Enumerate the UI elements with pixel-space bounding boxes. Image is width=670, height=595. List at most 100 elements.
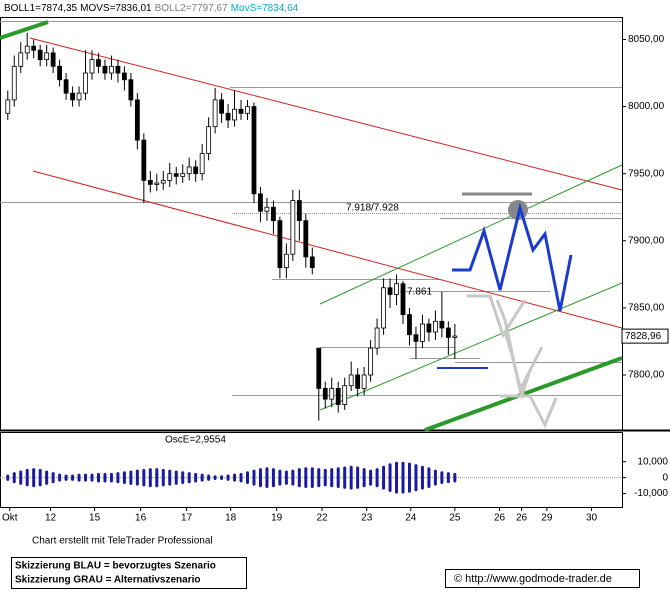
osc-bar — [407, 462, 411, 493]
osc-bar — [187, 472, 191, 484]
candles — [5, 32, 458, 421]
candle-body — [83, 72, 88, 94]
candle-body — [50, 52, 56, 67]
osc-bar — [12, 472, 16, 484]
candle-body — [186, 166, 192, 175]
oscillator-panel — [0, 432, 623, 508]
grey-scenario — [503, 331, 532, 401]
indicator: MovS=7834,64 — [231, 3, 299, 14]
candle-body — [109, 65, 114, 74]
candle-body — [407, 314, 412, 336]
annotation: 7.861 — [407, 287, 432, 298]
osc-bar — [401, 461, 405, 494]
candle-body — [420, 323, 425, 342]
x-tick-label: 17 — [181, 513, 193, 524]
candle-body — [134, 99, 140, 141]
osc-bar — [382, 465, 386, 490]
candle-body — [96, 59, 101, 67]
osc-bar — [90, 473, 94, 482]
osc-bar — [200, 473, 204, 482]
osc-bar — [258, 468, 262, 488]
osc-bar — [207, 474, 211, 481]
osc-bar — [414, 464, 418, 492]
candle-body — [432, 320, 438, 333]
osc-bar — [330, 468, 334, 488]
blue-scenario — [452, 202, 573, 312]
osc-bar — [174, 470, 178, 485]
candle-body — [212, 99, 218, 128]
candle-body — [400, 283, 406, 315]
source-box — [445, 569, 640, 588]
osc-bar — [155, 468, 159, 488]
candle-body — [355, 374, 361, 389]
candle-body — [154, 182, 160, 185]
trend-line — [0, 20, 49, 40]
osc-bar — [239, 472, 243, 483]
candle-body — [102, 65, 108, 74]
osc-bar — [25, 468, 29, 487]
osc-bar — [129, 470, 133, 485]
osc-bar — [278, 469, 282, 486]
x-tick-label: 29 — [541, 513, 553, 524]
osc-bar — [109, 472, 113, 483]
x-tick-label: 25 — [449, 513, 461, 524]
candle-body — [374, 327, 380, 349]
legend-line: Skizzierung GRAU = Alternativszenario — [15, 575, 201, 586]
osc-bar — [440, 471, 444, 485]
osc-bar — [103, 472, 107, 483]
osc-bar — [96, 472, 100, 483]
osc-bar — [297, 468, 301, 488]
y-tick-label: 7900,00 — [628, 235, 665, 246]
candle-body — [426, 323, 432, 333]
candle-body — [322, 387, 328, 400]
indicator-header: BOLL1=7874,35 MOVS=7836,01 BOLL2=7797,67 Mo… — [4, 3, 299, 14]
candle-body — [57, 65, 63, 81]
credit: Chart erstellt mit TeleTrader Profession… — [32, 536, 213, 547]
trend-line — [319, 164, 623, 305]
osc-bar — [233, 473, 237, 482]
candle-body — [348, 374, 354, 387]
x-tick-label: 16 — [135, 513, 147, 524]
legend-box — [11, 557, 247, 589]
indicator: MOVS=7836,01 — [80, 3, 152, 14]
candle-body — [309, 256, 315, 269]
candle-body — [147, 179, 153, 185]
x-tick-label: 24 — [405, 513, 417, 524]
candle-body — [439, 320, 445, 329]
level-lines — [0, 21, 622, 396]
x-tick-label: 19 — [271, 513, 283, 524]
candle-body — [271, 206, 276, 222]
candle-body — [31, 45, 37, 51]
indicator: BOLL1=7874,35 — [4, 3, 78, 14]
x-tick-label: 12 — [45, 513, 57, 524]
osc-bar — [116, 472, 120, 484]
source: © http://www.godmode-trader.de — [454, 573, 612, 585]
candle-body — [173, 173, 179, 177]
candle-body — [387, 287, 393, 295]
x-tick-label: 15 — [89, 513, 101, 524]
candle-body — [24, 45, 30, 54]
candle-body — [76, 92, 82, 101]
osc-bar — [161, 468, 165, 487]
candle-body — [180, 173, 186, 177]
candle-body — [18, 52, 24, 67]
osc-tick-label: 0 — [662, 472, 668, 483]
candle-body — [199, 153, 205, 175]
osc-bar — [310, 467, 314, 489]
candle-body — [394, 283, 399, 295]
x-tick-label: 30 — [586, 513, 598, 524]
candle-body — [283, 253, 289, 269]
x-tick-label: 18 — [225, 513, 237, 524]
candle-body — [238, 108, 244, 114]
osc-bar — [213, 475, 217, 481]
candle-body — [225, 112, 231, 121]
candle-body — [277, 220, 283, 269]
x-tick-label: 26 — [516, 513, 528, 524]
osc-bar — [433, 469, 437, 486]
candle-body — [335, 387, 341, 405]
osc-bar — [45, 470, 49, 485]
trend-line — [319, 282, 623, 411]
oscillator — [6, 461, 457, 494]
osc-bar — [220, 475, 224, 481]
osc-bar — [453, 472, 457, 483]
